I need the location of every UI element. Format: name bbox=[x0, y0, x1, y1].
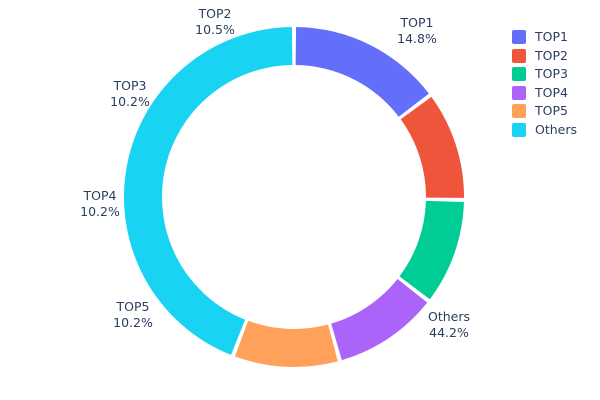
legend-swatch-icon bbox=[512, 104, 526, 118]
donut-slice-top2[interactable] bbox=[400, 96, 465, 198]
legend-item-top3[interactable]: TOP3 bbox=[512, 65, 596, 83]
legend-item-top4[interactable]: TOP4 bbox=[512, 84, 596, 102]
slice-label-name: TOP4 bbox=[83, 188, 117, 203]
slice-label-top5: TOP5 10.2% bbox=[113, 299, 153, 330]
legend-swatch-icon bbox=[512, 30, 526, 44]
slice-label-percent: 44.2% bbox=[429, 325, 469, 340]
slice-label-percent: 10.2% bbox=[110, 94, 150, 109]
donut-slice-top1[interactable] bbox=[295, 27, 429, 117]
legend-item-others[interactable]: Others bbox=[512, 121, 596, 139]
slice-label-percent: 14.8% bbox=[397, 31, 437, 46]
slice-labels: TOP1 14.8%TOP2 10.5%TOP3 10.2%TOP4 10.2%TOP5… bbox=[80, 6, 470, 340]
legend-item-label: TOP5 bbox=[535, 103, 568, 118]
slice-label-others: Others 44.2% bbox=[428, 309, 470, 340]
donut-slice-top5[interactable] bbox=[234, 320, 338, 367]
legend-item-label: Others bbox=[535, 121, 578, 137]
donut-slice-top4[interactable] bbox=[331, 278, 428, 361]
slice-label-percent: 10.2% bbox=[80, 204, 120, 219]
slice-label-percent: 10.2% bbox=[113, 315, 153, 330]
legend-swatch-icon bbox=[512, 122, 526, 137]
slice-label-top1: TOP1 14.8% bbox=[397, 15, 437, 46]
legend-item-top5[interactable]: TOP5 bbox=[512, 102, 596, 120]
legend-swatch-icon bbox=[512, 85, 526, 100]
slice-label-name: TOP3 bbox=[113, 78, 147, 93]
legend-item-label: TOP4 bbox=[535, 84, 568, 100]
legend-swatch-icon bbox=[512, 48, 526, 63]
slice-label-name: TOP5 bbox=[116, 299, 150, 314]
slice-label-top2: TOP2 10.5% bbox=[195, 6, 235, 37]
legend-item-label: TOP2 bbox=[535, 47, 568, 63]
legend-item-label: TOP1 bbox=[535, 29, 568, 44]
legend-item-label: TOP3 bbox=[535, 66, 568, 81]
slice-label-percent: 10.5% bbox=[195, 22, 235, 37]
slice-label-name: TOP1 bbox=[400, 15, 434, 30]
donut-slices[interactable] bbox=[123, 27, 465, 367]
donut-slice-others[interactable] bbox=[123, 27, 293, 355]
slice-label-name: Others bbox=[428, 309, 470, 324]
legend-swatch-icon bbox=[512, 67, 526, 81]
slice-label-top4: TOP4 10.2% bbox=[80, 188, 120, 219]
donut-slice-top3[interactable] bbox=[399, 200, 464, 300]
legend-item-top1[interactable]: TOP1 bbox=[512, 28, 596, 46]
slice-label-name: TOP2 bbox=[198, 6, 232, 21]
slice-label-top3: TOP3 10.2% bbox=[110, 78, 150, 109]
legend[interactable]: TOP1 TOP2 TOP3 TOP4 TOP5 Others bbox=[512, 28, 596, 139]
legend-item-top2[interactable]: TOP2 bbox=[512, 47, 596, 65]
